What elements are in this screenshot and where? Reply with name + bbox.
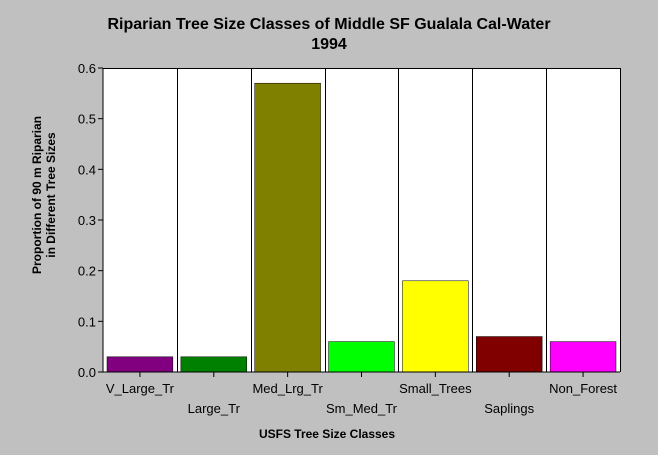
x-axis-label: USFS Tree Size Classes bbox=[259, 427, 395, 441]
x-tick-label: Saplings bbox=[484, 401, 534, 416]
bar-non-forest bbox=[549, 341, 617, 373]
y-tick-label: 0.2 bbox=[78, 264, 96, 279]
y-tick-label: 0.3 bbox=[78, 213, 96, 228]
y-tick-label: 0.0 bbox=[78, 365, 96, 380]
x-tick-label: V_Large_Tr bbox=[106, 381, 175, 396]
grid-lines bbox=[103, 68, 621, 372]
y-axis-label-line-1: Proportion of 90 m Riparian bbox=[30, 116, 44, 274]
bar-small-trees bbox=[402, 280, 469, 373]
x-tick-label: Med_Lrg_Tr bbox=[252, 381, 323, 396]
chart-title-line-1: Riparian Tree Size Classes of Middle SF … bbox=[107, 16, 551, 33]
y-axis-label-line-2: in Different Tree Sizes bbox=[44, 132, 58, 258]
chart-title-line-2: 1994 bbox=[311, 36, 347, 53]
plot-area bbox=[103, 68, 620, 372]
bar-sm-med-tr bbox=[328, 341, 395, 373]
y-axis-label: Proportion of 90 m Riparian in Different… bbox=[30, 116, 58, 274]
y-ticks: 0.0 0.1 0.2 0.3 0.4 0.5 0.6 bbox=[78, 61, 103, 380]
y-tick-label: 0.4 bbox=[78, 162, 96, 177]
bar-large-tr bbox=[180, 356, 247, 373]
bar-med-lrg-tr bbox=[254, 82, 321, 373]
x-tick-label: Sm_Med_Tr bbox=[326, 401, 398, 416]
x-tick-label: Non_Forest bbox=[549, 381, 617, 396]
y-tick-label: 0.6 bbox=[78, 61, 96, 76]
x-tick-label: Large_Tr bbox=[188, 401, 241, 416]
y-tick-label: 0.5 bbox=[78, 112, 96, 127]
chart-title: Riparian Tree Size Classes of Middle SF … bbox=[0, 15, 658, 55]
x-ticks: V_Large_Tr Large_Tr Med_Lrg_TrSm_Med_TrSma… bbox=[106, 372, 617, 416]
y-tick-label: 0.1 bbox=[78, 314, 96, 329]
bar-saplings bbox=[476, 336, 543, 373]
bars bbox=[106, 82, 617, 373]
x-tick-label: Small_Trees bbox=[399, 381, 472, 396]
bar-v-large-tr bbox=[106, 356, 174, 373]
